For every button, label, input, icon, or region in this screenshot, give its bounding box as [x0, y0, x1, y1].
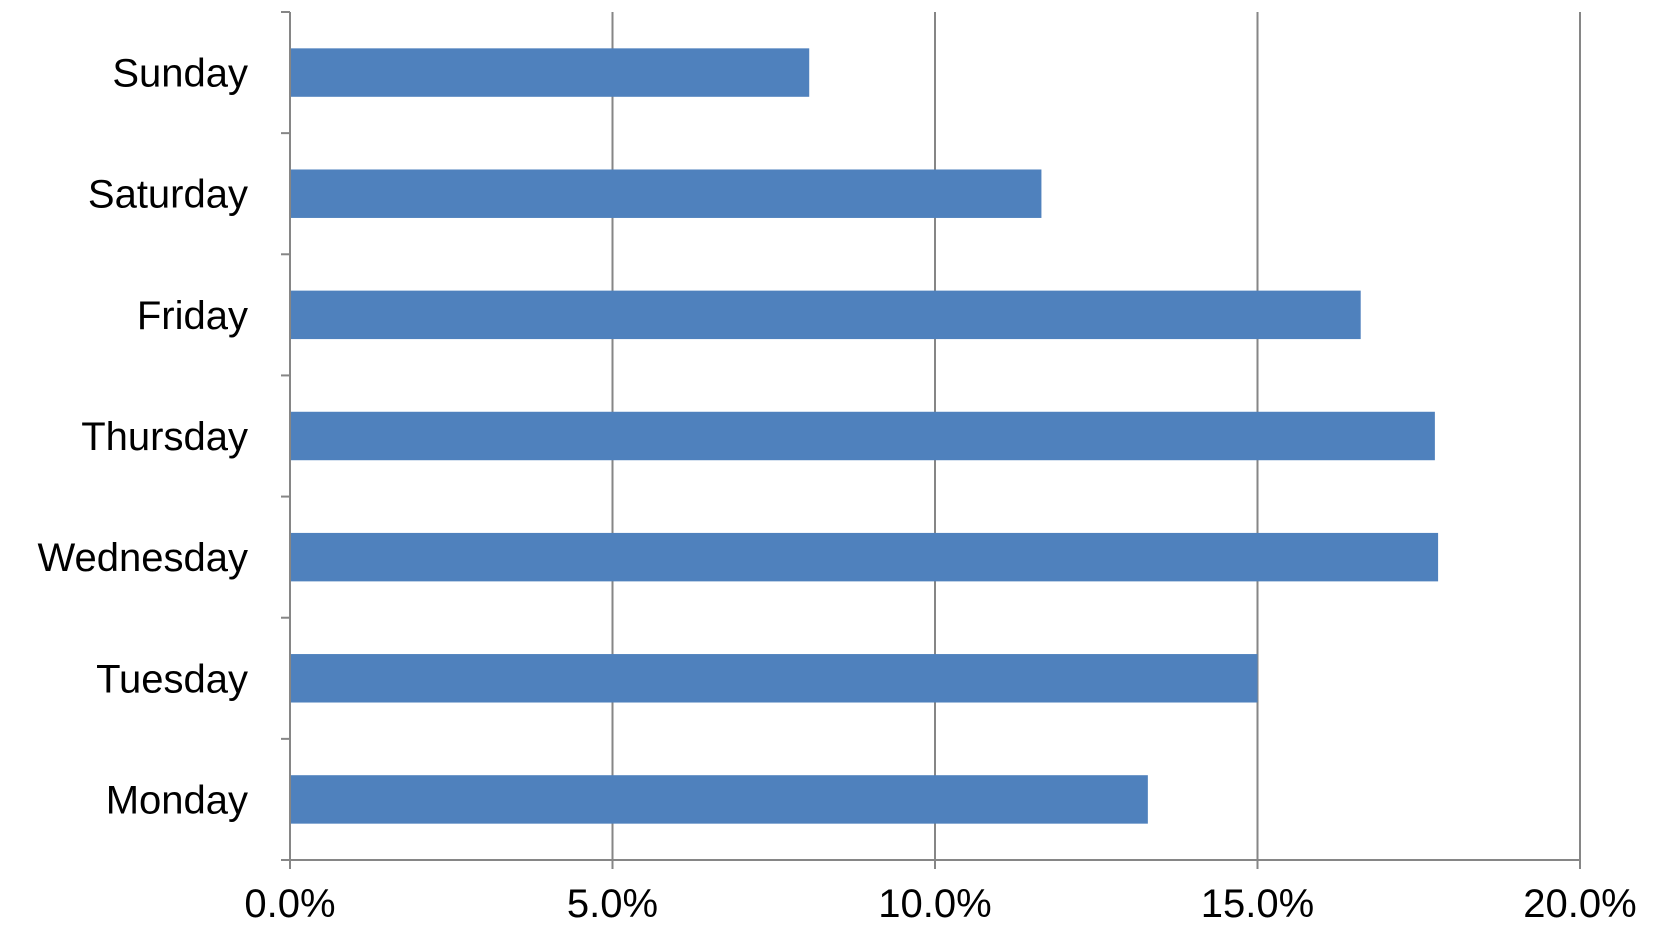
y-category-label: Monday [106, 778, 248, 822]
bar-sunday [291, 48, 810, 97]
y-category-label: Tuesday [96, 657, 248, 701]
y-category-label: Thursday [81, 415, 248, 459]
x-tick-label: 15.0% [1201, 882, 1314, 926]
bar-wednesday [291, 532, 1439, 582]
y-category-label: Friday [137, 294, 248, 338]
y-category-label: Saturday [88, 173, 248, 217]
x-tick-label: 10.0% [878, 882, 991, 926]
y-category-label: Sunday [112, 52, 248, 96]
bars [291, 48, 1439, 824]
bar-monday [291, 775, 1148, 824]
bar-thursday [291, 411, 1435, 461]
bar-tuesday [291, 654, 1258, 703]
labels: 0.0% 5.0% 10.0% 15.0% 20.0% Monday Tuesday Wedn… [37, 52, 1636, 926]
bar-saturday [291, 169, 1042, 218]
x-tick-label: 20.0% [1523, 882, 1636, 926]
bar-friday [291, 290, 1361, 340]
x-tick-label: 0.0% [244, 882, 335, 926]
axes [281, 11, 1581, 869]
y-category-label: Wednesday [37, 536, 248, 580]
x-tick-label: 5.0% [567, 882, 658, 926]
